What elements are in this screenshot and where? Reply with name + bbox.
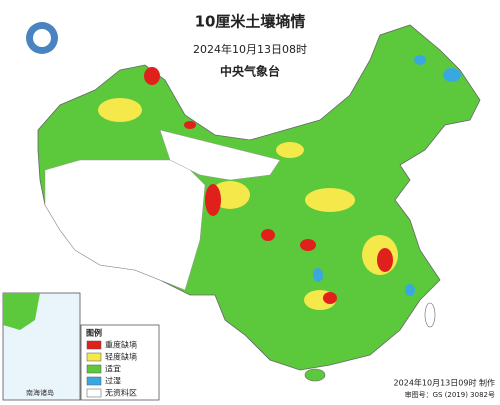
map [37,24,481,382]
legend-title: 图例 [86,328,102,338]
area [313,268,323,282]
area [443,68,461,82]
area [184,121,196,129]
legend-swatch [86,388,102,398]
footer-made: 2024年10月13日09时 制作 [394,378,495,388]
island [424,302,436,328]
severe-dry-areas [144,67,393,304]
area [144,67,160,85]
inset-map: 南海诸岛 [2,292,81,401]
inset-land [3,293,40,330]
legend-swatch [86,340,102,350]
legend-label: 无资料区 [105,388,137,398]
no-data-area [44,159,206,291]
legend-swatch [86,376,102,386]
area [98,98,142,122]
area [205,184,221,216]
area [261,229,275,241]
area [300,239,316,251]
legend-label: 重度缺墒 [105,340,137,350]
subtitle: 2024年10月13日08时 [193,42,307,56]
legend-swatch [86,352,102,362]
legend-frame [80,324,160,401]
footer-approval: 审图号：GS (2019) 3082号 [405,390,495,399]
area [377,248,393,272]
area [405,284,415,296]
island [304,368,326,382]
area [305,188,355,212]
title: 10厘米土壤墒情 [195,13,306,31]
inset-label: 南海诸岛 [26,388,54,397]
area [323,292,337,304]
legend-label: 轻度缺墒 [105,352,137,362]
wet-areas [313,55,461,296]
issuer: 中央气象台 [220,64,280,79]
legend-label: 过湿 [105,376,121,386]
legend-label: 适宜 [105,364,121,374]
logo-inner [33,29,51,47]
legend-swatch [86,364,102,374]
no-data-area [159,129,281,181]
area [414,55,426,65]
area [276,142,304,158]
